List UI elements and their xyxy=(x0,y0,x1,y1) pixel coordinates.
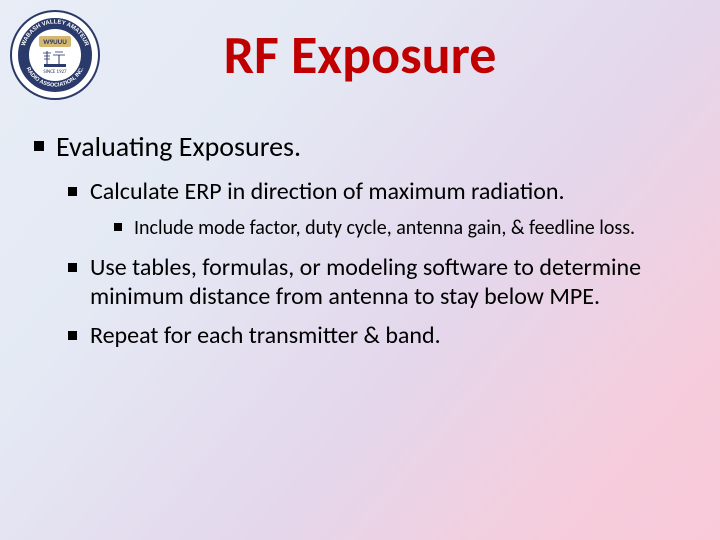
bullet-l2: Repeat for each transmitter & band. xyxy=(64,322,690,351)
bullet-l2: Use tables, formulas, or modeling softwa… xyxy=(64,254,690,312)
slide-title: RF Exposure xyxy=(0,22,720,88)
slide-content: Evaluating Exposures. Calculate ERP in d… xyxy=(30,130,690,361)
bullet-l3: Include mode factor, duty cycle, antenna… xyxy=(110,216,690,240)
slide: WABASH VALLEY AMATEUR RADIO ASSOCIATION,… xyxy=(0,0,720,540)
bullet-l1: Evaluating Exposures. xyxy=(30,130,690,164)
bullet-l2: Calculate ERP in direction of maximum ra… xyxy=(64,178,690,207)
